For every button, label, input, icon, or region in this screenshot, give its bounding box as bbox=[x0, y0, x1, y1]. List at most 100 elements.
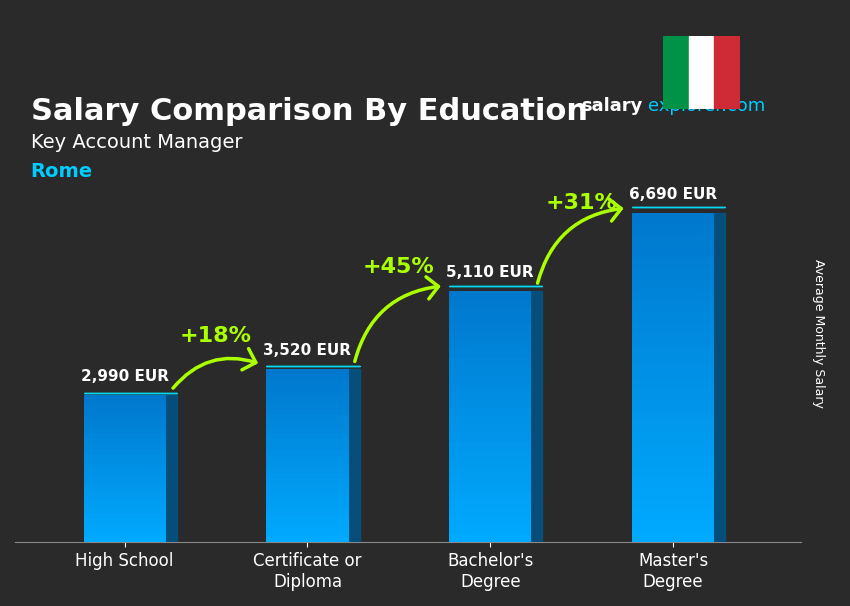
Bar bbox=[83, 395, 166, 542]
Bar bbox=[83, 474, 166, 479]
Bar bbox=[266, 387, 348, 392]
Bar bbox=[449, 333, 531, 341]
Bar bbox=[632, 488, 714, 499]
Text: explorer.com: explorer.com bbox=[648, 97, 765, 115]
Bar bbox=[663, 36, 688, 109]
Bar bbox=[449, 416, 531, 425]
Text: 2,990 EUR: 2,990 EUR bbox=[81, 369, 168, 384]
Bar bbox=[632, 400, 714, 411]
Bar bbox=[632, 411, 714, 422]
Bar bbox=[632, 213, 714, 224]
Text: Key Account Manager: Key Account Manager bbox=[31, 133, 242, 152]
Bar bbox=[449, 534, 531, 542]
Bar bbox=[449, 391, 531, 400]
Bar bbox=[266, 479, 348, 485]
Bar bbox=[632, 521, 714, 531]
Bar bbox=[449, 433, 531, 442]
Bar bbox=[632, 433, 714, 444]
Bar bbox=[632, 499, 714, 510]
Bar bbox=[83, 503, 166, 508]
Bar bbox=[83, 444, 166, 449]
Text: Rome: Rome bbox=[31, 162, 93, 181]
Bar bbox=[632, 301, 714, 311]
Bar bbox=[83, 498, 166, 503]
Bar bbox=[83, 484, 166, 488]
Bar bbox=[266, 392, 348, 398]
Text: Average Monthly Salary: Average Monthly Salary bbox=[812, 259, 824, 408]
Bar bbox=[266, 467, 348, 473]
Bar bbox=[632, 531, 714, 542]
Bar bbox=[266, 537, 348, 542]
Bar bbox=[83, 479, 166, 484]
Bar bbox=[449, 375, 531, 383]
Bar bbox=[632, 334, 714, 345]
Bar bbox=[266, 375, 348, 381]
Bar bbox=[632, 476, 714, 488]
Polygon shape bbox=[348, 369, 360, 542]
Bar bbox=[266, 456, 348, 462]
Text: 3,520 EUR: 3,520 EUR bbox=[264, 343, 351, 358]
Bar bbox=[266, 438, 348, 444]
Bar bbox=[83, 464, 166, 469]
Bar bbox=[632, 257, 714, 268]
Bar bbox=[449, 459, 531, 467]
Bar bbox=[632, 323, 714, 334]
Bar bbox=[449, 509, 531, 518]
Bar bbox=[449, 366, 531, 375]
Bar bbox=[449, 350, 531, 358]
Bar bbox=[83, 410, 166, 415]
Bar bbox=[266, 381, 348, 387]
Bar bbox=[632, 444, 714, 454]
Bar bbox=[266, 513, 348, 519]
Bar bbox=[83, 435, 166, 439]
Bar bbox=[266, 473, 348, 479]
Bar bbox=[632, 246, 714, 257]
Bar bbox=[83, 415, 166, 420]
Bar bbox=[449, 467, 531, 475]
Bar bbox=[266, 485, 348, 490]
Bar bbox=[632, 224, 714, 235]
Bar bbox=[266, 490, 348, 496]
Bar bbox=[83, 459, 166, 464]
Bar bbox=[632, 290, 714, 301]
FancyArrowPatch shape bbox=[173, 348, 256, 388]
Bar bbox=[266, 415, 348, 421]
Bar bbox=[449, 341, 531, 350]
Bar bbox=[83, 425, 166, 430]
Bar bbox=[266, 398, 348, 404]
Bar bbox=[449, 518, 531, 525]
Bar bbox=[632, 367, 714, 378]
Bar bbox=[83, 523, 166, 528]
Text: 5,110 EUR: 5,110 EUR bbox=[446, 265, 534, 280]
Bar bbox=[83, 454, 166, 459]
Bar bbox=[632, 279, 714, 290]
Bar bbox=[266, 496, 348, 502]
Bar bbox=[449, 383, 531, 391]
Bar bbox=[83, 538, 166, 542]
Bar bbox=[449, 291, 531, 299]
Bar bbox=[83, 395, 166, 400]
Bar bbox=[632, 510, 714, 521]
Bar bbox=[449, 299, 531, 307]
Bar bbox=[632, 378, 714, 388]
Text: +18%: +18% bbox=[180, 325, 252, 345]
Bar bbox=[449, 475, 531, 484]
Bar bbox=[632, 465, 714, 476]
Bar bbox=[266, 427, 348, 433]
Bar bbox=[632, 356, 714, 367]
Bar bbox=[83, 420, 166, 425]
Bar bbox=[449, 358, 531, 366]
Bar bbox=[83, 449, 166, 454]
Bar bbox=[266, 462, 348, 467]
Bar bbox=[449, 442, 531, 450]
Bar bbox=[266, 508, 348, 513]
Text: +45%: +45% bbox=[363, 256, 434, 276]
Bar bbox=[449, 324, 531, 333]
Bar bbox=[83, 518, 166, 523]
Bar bbox=[632, 268, 714, 279]
Bar bbox=[632, 454, 714, 465]
Bar bbox=[449, 307, 531, 316]
FancyArrowPatch shape bbox=[537, 199, 621, 283]
Bar bbox=[449, 450, 531, 459]
Bar bbox=[449, 492, 531, 501]
